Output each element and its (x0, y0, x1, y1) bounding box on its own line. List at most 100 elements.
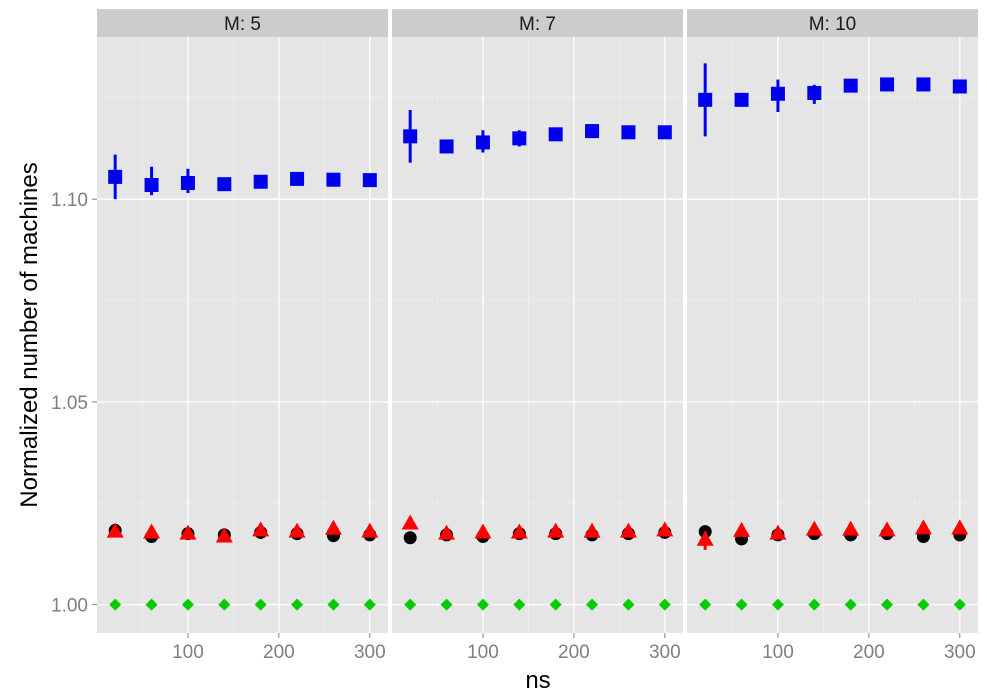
diamond-marker (735, 598, 748, 611)
x-tick-label: 200 (263, 642, 295, 663)
series-square (698, 63, 967, 137)
triangle-marker (656, 521, 674, 537)
facet-strip (97, 9, 388, 37)
y-axis-title: Normalized number of machines (16, 162, 43, 507)
triangle-marker (143, 523, 161, 539)
square-marker (698, 92, 713, 107)
square-marker (475, 135, 490, 150)
x-tick-label: 100 (172, 642, 204, 663)
diamond-marker (881, 598, 894, 611)
diamond-marker (586, 598, 599, 611)
diamond-marker (549, 598, 562, 611)
x-tick-label: 100 (762, 642, 794, 663)
facet-strip (392, 9, 683, 37)
x-tick-label: 300 (649, 642, 681, 663)
diamond-marker (404, 598, 417, 611)
facet-panel: M: 5 100 200 300 (97, 9, 388, 663)
diamond-marker (440, 598, 453, 611)
diamond-marker (513, 598, 526, 611)
triangle-marker (401, 514, 419, 530)
square-marker (439, 139, 454, 154)
x-tick-label: 300 (354, 642, 386, 663)
square-marker (807, 85, 822, 100)
x-tick-label: 200 (558, 642, 590, 663)
square-marker (843, 78, 858, 93)
triangle-marker (547, 522, 565, 538)
diamond-marker (699, 598, 712, 611)
square-marker (403, 129, 418, 144)
square-marker (290, 171, 305, 186)
square-marker (657, 125, 672, 140)
y-axis: 1.00 1.05 1.10 (51, 190, 97, 617)
series-triangle (696, 519, 969, 550)
square-marker (952, 79, 967, 94)
diamond-marker (109, 598, 122, 611)
triangle-marker (252, 521, 270, 537)
y-tick-label: 1.05 (51, 393, 88, 414)
diamond-marker (953, 598, 966, 611)
x-axis-title: ns (525, 667, 550, 694)
square-marker (217, 177, 232, 192)
facet-strip-label: M: 7 (519, 14, 556, 35)
triangle-marker (914, 519, 932, 535)
diamond-marker (327, 598, 340, 611)
x-tick-label: 300 (944, 642, 976, 663)
square-marker (512, 131, 527, 146)
facet-panel: M: 7 100 200 300 (392, 9, 683, 663)
facet-panels: M: 5 100 200 300 M: 7 100 200 300 M: 10 100 200 300 (97, 9, 978, 663)
triangle-marker (288, 522, 306, 538)
circle-marker (403, 531, 417, 545)
square-marker (734, 92, 749, 107)
panel-background (687, 37, 978, 633)
triangle-marker (179, 524, 197, 540)
diamond-marker (476, 598, 489, 611)
diamond-marker (181, 598, 194, 611)
diamond-marker (844, 598, 857, 611)
y-tick-label: 1.00 (51, 596, 88, 617)
square-marker (108, 169, 123, 184)
series-square (108, 154, 377, 200)
triangle-marker (951, 519, 969, 535)
series-square (403, 109, 672, 163)
triangle-marker (438, 524, 456, 540)
square-marker (621, 125, 636, 140)
triangle-marker (361, 522, 379, 538)
triangle-marker (583, 522, 601, 538)
diamond-marker (291, 598, 304, 611)
square-marker (362, 173, 377, 188)
diamond-marker (254, 598, 267, 611)
square-marker (585, 124, 600, 139)
series-diamond (109, 598, 376, 611)
triangle-marker (474, 523, 492, 539)
triangle-marker (878, 521, 896, 537)
diamond-marker (917, 598, 930, 611)
diamond-marker (145, 598, 158, 611)
triangle-marker (696, 530, 714, 546)
diamond-marker (808, 598, 821, 611)
facet-strip (687, 9, 978, 37)
triangle-marker (842, 520, 860, 536)
square-marker (144, 177, 159, 192)
diamond-marker (363, 598, 376, 611)
diamond-marker (658, 598, 671, 611)
square-marker (770, 86, 785, 101)
square-marker (548, 127, 563, 142)
triangle-marker (805, 520, 823, 536)
square-marker (180, 175, 195, 190)
square-marker (916, 77, 931, 92)
triangle-marker (619, 522, 637, 538)
diamond-marker (622, 598, 635, 611)
facet-strip-label: M: 10 (809, 14, 857, 35)
facet-strip-label: M: 5 (224, 14, 261, 35)
series-triangle (401, 514, 674, 540)
panel-background (392, 37, 683, 633)
series-diamond (404, 598, 671, 611)
square-marker (880, 77, 895, 92)
triangle-marker (510, 523, 528, 539)
diamond-marker (218, 598, 231, 611)
panel-background (97, 37, 388, 633)
square-marker (253, 174, 268, 189)
x-tick-label: 200 (853, 642, 885, 663)
y-tick-label: 1.10 (51, 190, 88, 211)
